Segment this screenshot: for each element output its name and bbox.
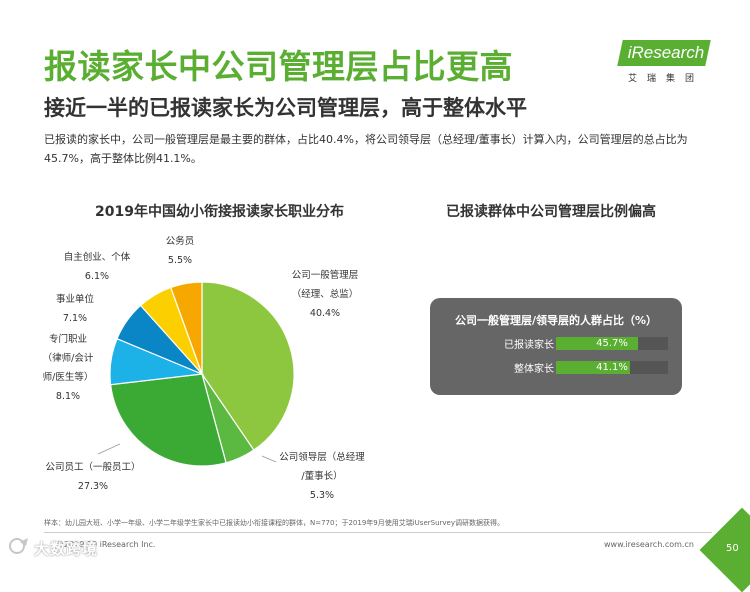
pie-chart [97, 281, 295, 467]
pie-label-public-inst: 事业单位 7.1% [40, 290, 110, 328]
label-line: 专门职业 [48, 334, 87, 345]
label-value: 5.3% [309, 490, 335, 501]
logo-text: iResearch [627, 43, 705, 62]
bar-mark [556, 361, 630, 374]
label-line: 公司一般管理层 [291, 270, 359, 281]
copyright-text: ©2019.10 iResearch Inc. [56, 540, 156, 549]
pie-leader-line [97, 443, 121, 455]
label-line: 公务员 [165, 236, 195, 247]
label-line: 事业单位 [55, 294, 94, 305]
page-description: 已报读的家长中，公司一般管理层是最主要的群体，占比40.4%，将公司领导层（总经… [44, 133, 688, 165]
bar-category-label: 已报读家长 [504, 340, 554, 351]
label-line: （律师/会计 [42, 353, 94, 364]
bar-mark [556, 337, 638, 350]
iresearch-logo: iResearch 艾瑞集团 [617, 40, 712, 88]
pie-slice-staff [109, 373, 227, 467]
pie-label-self-employed: 自主创业、个体 6.1% [52, 248, 142, 286]
label-line: （经理、总监） [291, 289, 359, 300]
logo-subtitle: 艾瑞集团 [627, 74, 704, 84]
bar-value-label: 41.1% [596, 362, 628, 373]
sample-note: 样本：幼儿园大班、小学一年级、小学二年级学生家长中已报读幼小衔接课程的群体，N=… [44, 519, 504, 527]
comparison-box-title: 公司一般管理层/领导层的人群占比（%） [454, 314, 658, 327]
bar-track: 41.1% [556, 361, 668, 374]
pie-slice-general-mgmt [201, 281, 295, 451]
watermark-text: 大数跨境 [34, 540, 99, 558]
pie-label-staff: 公司员工（一般员工） 27.3% [38, 458, 148, 496]
page-title: 报读家长中公司管理层占比更高 [44, 47, 513, 86]
bar-category-label: 整体家长 [514, 364, 554, 375]
label-value: 7.1% [62, 313, 88, 324]
pie-label-civil-servant: 公务员 5.5% [152, 232, 208, 270]
label-line: /董事长） [301, 471, 343, 482]
label-line: 师/医生等） [42, 372, 94, 383]
page-subtitle: 接近一半的已报读家长为公司管理层，高于整体水平 [44, 96, 527, 120]
pie-slice-civil-servant [170, 281, 203, 375]
page-number: 50 [726, 543, 739, 554]
label-value: 5.5% [167, 255, 193, 266]
label-value: 6.1% [84, 271, 110, 282]
pie-leader-line [261, 455, 277, 463]
bar-chart-title: 已报读群体中公司管理层比例偏高 [446, 204, 656, 220]
website-text: www.iresearch.com.cn [604, 540, 694, 549]
watermark-icon [9, 538, 28, 554]
label-line: 公司领导层（总经理 [279, 452, 365, 463]
bar-value-label: 45.7% [596, 338, 628, 349]
label-value: 8.1% [55, 391, 81, 402]
pie-label-professional: 专门职业 （律师/会计 师/医生等） 8.1% [28, 330, 108, 406]
comparison-box: 公司一般管理层/领导层的人群占比（%） 已报读家长 45.7% 整体家长 41.… [430, 298, 682, 395]
footer-divider [44, 532, 712, 533]
pie-chart-title: 2019年中国幼小衔接报读家长职业分布 [95, 204, 344, 220]
label-line: 公司员工（一般员工） [45, 462, 141, 473]
label-value: 27.3% [77, 481, 109, 492]
label-line: 自主创业、个体 [63, 252, 131, 263]
bar-track: 45.7% [556, 337, 668, 350]
pie-label-leadership: 公司领导层（总经理 /董事长） 5.3% [272, 448, 372, 505]
pie-label-general-mgmt: 公司一般管理层 （经理、总监） 40.4% [270, 266, 380, 323]
label-value: 40.4% [309, 308, 341, 319]
